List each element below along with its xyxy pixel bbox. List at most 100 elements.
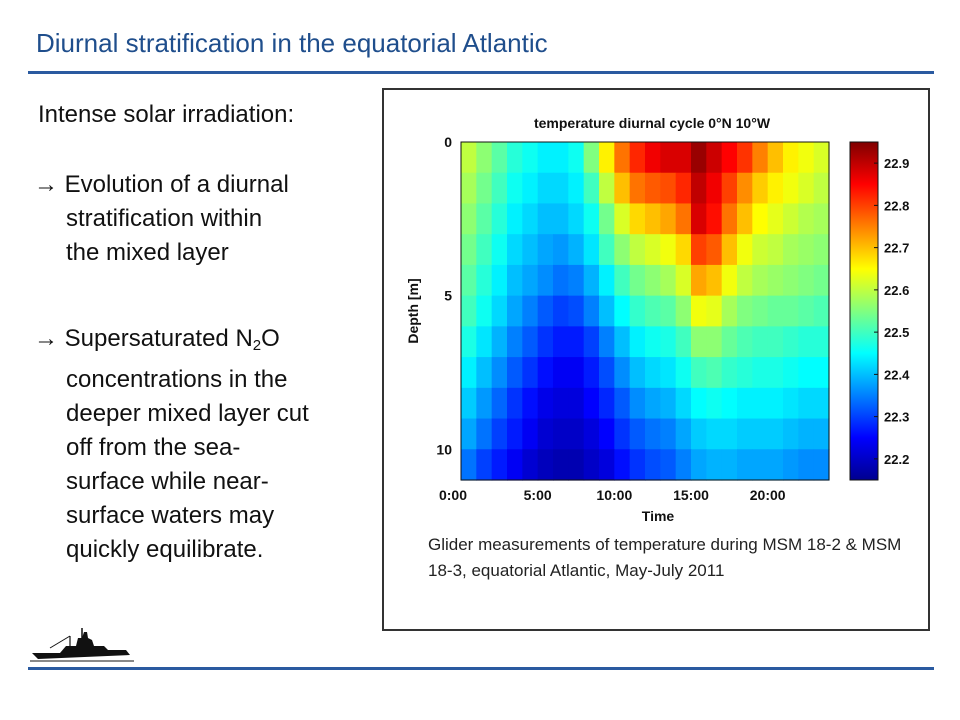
heatmap-cell (691, 387, 707, 420)
heatmap-cell (583, 449, 600, 481)
heatmap-cell (645, 418, 661, 450)
heatmap-cell (507, 357, 523, 389)
heatmap-cell (537, 357, 554, 389)
heatmap-cell (752, 418, 769, 450)
colorbar-tick-label: 22.3 (884, 410, 909, 425)
heatmap-cell (813, 418, 830, 450)
research-ship-icon (30, 628, 134, 662)
heatmap-cell (783, 418, 799, 450)
heatmap-cell (614, 418, 631, 450)
heatmap-cell (737, 387, 753, 420)
heatmap-cell (614, 172, 631, 205)
bullet-line: off from the sea- (66, 434, 241, 461)
heatmap-cell (783, 172, 799, 205)
bullet-diurnal-stratification: → Evolution of a diurnal stratification … (34, 168, 289, 270)
bullet-line: Supersaturated N (64, 325, 253, 352)
heatmap-cell (583, 357, 600, 389)
heatmap-cell (537, 387, 554, 420)
footer-divider (28, 667, 934, 670)
heatmap-cell (537, 418, 554, 450)
heatmap-cell (783, 387, 799, 420)
heatmap-cell (706, 234, 723, 266)
x-axis-label: Time (642, 508, 675, 524)
heatmap-cell (813, 264, 830, 297)
heatmap-cell (737, 449, 753, 481)
heatmap-cell (798, 357, 815, 389)
heatmap-cell (522, 357, 539, 389)
heatmap-cell (599, 264, 615, 297)
heatmap-cell (599, 418, 615, 450)
heatmap-cell (568, 264, 585, 297)
heatmap-cell (813, 357, 830, 389)
heatmap-cell (767, 357, 784, 389)
heatmap-cell (691, 295, 707, 327)
heatmap-cell (675, 264, 692, 297)
heatmap-cell (537, 142, 554, 174)
bullet-line: stratification within (66, 205, 263, 232)
colorbar-tick-label: 22.9 (884, 156, 909, 171)
heatmap-cell (721, 234, 738, 266)
heatmap-cell (614, 203, 631, 235)
heatmap-cell (660, 449, 677, 481)
bullet-line: deeper mixed layer cut (66, 400, 309, 427)
heatmap-cell (813, 387, 830, 420)
heatmap-cell (553, 449, 569, 481)
heatmap-cell (537, 326, 554, 358)
heatmap-cell (507, 142, 523, 174)
heatmap-cell (476, 142, 493, 174)
heatmap-cell (752, 357, 769, 389)
heatmap-cell (645, 264, 661, 297)
heatmap-cell (645, 326, 661, 358)
heatmap-cell (568, 418, 585, 450)
heatmap-cell (721, 449, 738, 481)
heatmap-cell (522, 418, 539, 450)
x-axis-ticks: 0:00 5:00 10:00 15:00 20:00 (439, 487, 786, 503)
heatmap-cell (783, 142, 799, 174)
heatmap-cell (660, 418, 677, 450)
x-tick-label: 0:00 (439, 487, 467, 503)
heatmap-cell (614, 449, 631, 481)
y-tick-label: 0 (444, 134, 452, 150)
heatmap-cell (476, 234, 493, 266)
heatmap-cell (522, 142, 539, 174)
heatmap-cell (813, 203, 830, 235)
heatmap-cell (522, 203, 539, 235)
heatmap-cell (767, 295, 784, 327)
heatmap-cell (706, 264, 723, 297)
heatmap-cell (568, 203, 585, 235)
slide-title: Diurnal stratification in the equatorial… (36, 28, 548, 58)
heatmap-cell (476, 203, 493, 235)
heatmap-cell (706, 142, 723, 174)
heatmap-cell (660, 264, 677, 297)
heatmap-cell (691, 203, 707, 235)
heatmap-cell (507, 234, 523, 266)
heatmap-cell (583, 295, 600, 327)
heatmap-cell (737, 418, 753, 450)
figure-caption: Glider measurements of temperature durin… (428, 535, 902, 580)
heatmap-cell (737, 264, 753, 297)
heatmap-cell (522, 295, 539, 327)
colorbar (849, 141, 879, 481)
heatmap-cell (706, 449, 723, 481)
heatmap-cell (491, 172, 508, 205)
heatmap-cell (553, 326, 569, 358)
heatmap-cell (721, 142, 738, 174)
heatmap-cell (568, 449, 585, 481)
heatmap-cell (737, 172, 753, 205)
y-axis-label: Depth [m] (405, 278, 421, 343)
heatmap-cell (813, 326, 830, 358)
heatmap-cell (583, 234, 600, 266)
subscript-2: 2 (252, 337, 262, 354)
heatmap-cell (614, 387, 631, 420)
heatmap-cell (660, 295, 677, 327)
heatmap-cell (660, 203, 677, 235)
heatmap-cell (813, 449, 830, 481)
heatmap-cell (798, 203, 815, 235)
heatmap-cell (691, 264, 707, 297)
heatmap-cell (798, 264, 815, 297)
heatmap-cell (491, 295, 508, 327)
heatmap-cell (660, 387, 677, 420)
heatmap-cell (798, 142, 815, 174)
heatmap-cell (629, 357, 646, 389)
heatmap-cell (767, 203, 784, 235)
